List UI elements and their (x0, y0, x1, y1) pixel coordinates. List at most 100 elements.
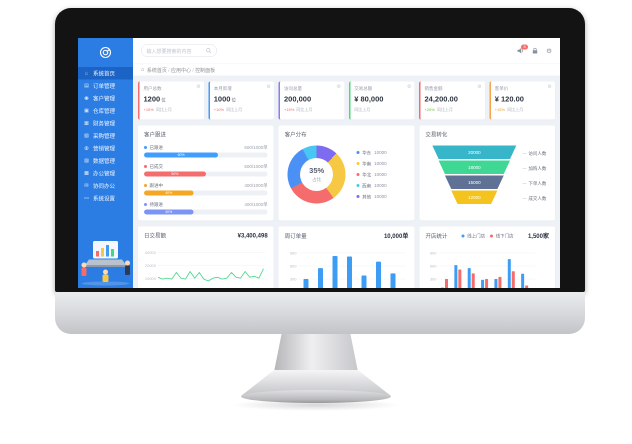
sidebar-item-4[interactable]: ▦ 财务管理 (78, 117, 133, 130)
gear-icon[interactable]: ⚙ (547, 84, 552, 90)
svg-text:600: 600 (430, 264, 437, 269)
breadcrumb-link[interactable]: 控制面板 (195, 67, 216, 74)
kpi-value: ¥ 120.00 (494, 95, 524, 104)
kpi-unit: 位 (231, 97, 236, 103)
admin-dashboard: ⌂ 系统首页 ▤ 订单管理 ◉ 客户管理 ▣ 仓库管理 ▦ 财务管理 ▧ 采购管理 ◍ 营销管理 ▨ 数据管理… (78, 38, 560, 288)
kpi-card-4: 销售金额 ⚙ 24,200.00 +20% 同比上月 (419, 81, 485, 120)
legend-dot (356, 151, 360, 154)
dashboard-screen: ⌂ 系统首页 ▤ 订单管理 ◉ 客户管理 ▣ 仓库管理 ▦ 财务管理 ▧ 采购管理 ◍ 营销管理 ▨ 数据管理… (78, 38, 560, 288)
customer-icon: ◉ (84, 95, 89, 102)
app-logo[interactable] (78, 38, 133, 67)
progress-label: 待跟进 (144, 201, 163, 208)
sidebar-item-0[interactable]: ⌂ 系统首页 (78, 67, 133, 80)
kpi-value: 200,000 (284, 95, 312, 104)
donut-legend-value: 10000 (374, 183, 387, 188)
svg-text:10000: 10000 (145, 276, 157, 281)
sidebar-item-label: 客户管理 (93, 95, 115, 102)
sidebar-item-3[interactable]: ▣ 仓库管理 (78, 105, 133, 118)
sidebar-item-1[interactable]: ▤ 订单管理 (78, 80, 133, 93)
main-area: 输入想要搜索的内容 (133, 38, 560, 288)
progress-track: 60% (144, 152, 268, 158)
gear-icon[interactable]: ⚙ (407, 84, 412, 90)
store-legend-item[interactable]: 线上门店 (461, 233, 485, 240)
donut-legend-value: 10000 (374, 150, 387, 155)
donut-legend-value: 10000 (374, 194, 387, 199)
donut-legend-item[interactable]: 华北 10000 (356, 171, 387, 178)
gear-icon[interactable]: ⚙ (477, 84, 482, 90)
progress-fill: 40% (144, 209, 194, 215)
svg-text:600: 600 (290, 264, 297, 269)
kpi-title: 交易总额 (354, 86, 373, 91)
funnel-tick (522, 182, 527, 184)
funnel-tick (522, 152, 527, 154)
sidebar-item-9[interactable]: ✉ 协同办公 (78, 180, 133, 193)
donut-legend-item[interactable]: 西南 10000 (356, 182, 387, 189)
donut-legend-item[interactable]: 华东 10000 (356, 149, 387, 156)
lock-button[interactable] (532, 47, 538, 54)
panel-title: 开店统计 (425, 233, 448, 240)
legend-dot (356, 173, 360, 176)
breadcrumb-link[interactable]: 应用中心 (171, 67, 191, 74)
kpi-subtext: +15% 同比上月 (144, 107, 200, 113)
progress-label: 已成交 (144, 163, 163, 170)
store-legend-item[interactable]: 线下门店 (490, 233, 514, 240)
funnel-label-3: 成交人数 (522, 191, 546, 206)
breadcrumb-link[interactable]: 系统首页 (146, 67, 167, 74)
sidebar: ⌂ 系统首页 ▤ 订单管理 ◉ 客户管理 ▣ 仓库管理 ▦ 财务管理 ▧ 采购管理 ◍ 营销管理 ▨ 数据管理… (78, 38, 133, 288)
search-input[interactable]: 输入想要搜索的内容 (141, 44, 217, 57)
marketing-icon: ◍ (84, 145, 89, 152)
progress-fill: 50% (144, 171, 206, 177)
donut-legend-label: 西南 (362, 183, 372, 189)
funnel-chart: 20000 18000 15000 12000 (432, 145, 517, 206)
legend-dot (490, 234, 494, 238)
sidebar-item-label: 财务管理 (93, 120, 115, 127)
progress-row-header: 跟进中 400/1000单 (144, 182, 268, 189)
gear-icon[interactable]: ⚙ (336, 84, 342, 90)
progress-label: 跟进中 (144, 182, 163, 189)
notification-button[interactable]: 5 (517, 44, 529, 54)
settings-button[interactable]: ⚙ (546, 47, 552, 54)
gear-icon[interactable]: ⚙ (266, 84, 271, 90)
legend-dot (356, 184, 360, 187)
stores-total: 1,500家 (527, 232, 549, 240)
sidebar-item-8[interactable]: ▩ 办公管理 (78, 167, 133, 180)
sidebar-item-label: 系统首页 (93, 70, 115, 77)
sidebar-item-6[interactable]: ◍ 营销管理 (78, 142, 133, 155)
daily-total: ¥3,400,498 (237, 232, 268, 239)
progress-count: 500/1000单 (244, 164, 268, 169)
donut-chart-wrap: 35% 占比 华东 10000 华南 10000 华北 10000 西南 10000 其他 100… (285, 145, 409, 204)
progress-list: 已跟进 600/1000单 60% 已成交 500/1000单 50% 跟进中 400/100… (144, 144, 268, 215)
funnel-tick (522, 167, 527, 169)
kpi-subtext: +15% 同比上月 (495, 107, 551, 113)
breadcrumb: ⌂ 系统首页 / 应用中心 / 控制面板 (133, 63, 560, 76)
sidebar-item-label: 仓库管理 (93, 108, 115, 115)
panel-customer-distribution: 客户分布 35% 占比 华东 10000 华南 10000 华北 10000 西南 10000… (278, 125, 415, 221)
funnel-stage-label: 成交人数 (528, 195, 547, 201)
kpi-note: 同比上月 (296, 107, 313, 113)
kpi-title: 销售金额 (424, 86, 443, 91)
kpi-trend: +15% (284, 107, 295, 113)
sidebar-item-label: 协同办公 (93, 183, 115, 190)
sidebar-item-7[interactable]: ▨ 数据管理 (78, 155, 133, 168)
kpi-title: 访问总量 (284, 86, 303, 91)
collaboration-icon: ✉ (84, 183, 89, 189)
gear-icon[interactable]: ⚙ (196, 84, 201, 90)
kpi-row: 用户总数 ⚙ 1200位 +15% 同比上月 本月新增 ⚙ 1000位 +10% 同比上月 访问总量… (138, 81, 555, 120)
sidebar-item-2[interactable]: ◉ 客户管理 (78, 92, 133, 105)
donut-legend-item[interactable]: 其他 10000 (356, 193, 387, 200)
kpi-card-2: 访问总量 ⚙ 200,000 +15% 同比上月 (278, 81, 345, 120)
kpi-card-1: 本月新增 ⚙ 1000位 +10% 同比上月 (208, 81, 274, 120)
donut-legend-item[interactable]: 华南 10000 (356, 160, 387, 167)
progress-track: 40% (144, 190, 268, 196)
kpi-unit: 位 (161, 97, 166, 103)
legend-dot (144, 184, 147, 187)
funnel-tick (522, 197, 527, 199)
sidebar-item-10[interactable]: ▭ 系统设置 (78, 192, 133, 205)
funnel-stage-label: 加购人数 (528, 165, 547, 171)
sidebar-item-5[interactable]: ▧ 采购管理 (78, 130, 133, 143)
progress-count: 400/1000单 (244, 183, 268, 188)
funnel-layer-2: 15000 (444, 175, 504, 189)
donut-center: 35% 占比 (300, 158, 334, 191)
panel-trade-funnel: 交易转化 20000 18000 15000 12000 访问人数 加购人数 下单人数 成交… (419, 125, 555, 221)
kpi-card-0: 用户总数 ⚙ 1200位 +15% 同比上月 (138, 81, 204, 120)
